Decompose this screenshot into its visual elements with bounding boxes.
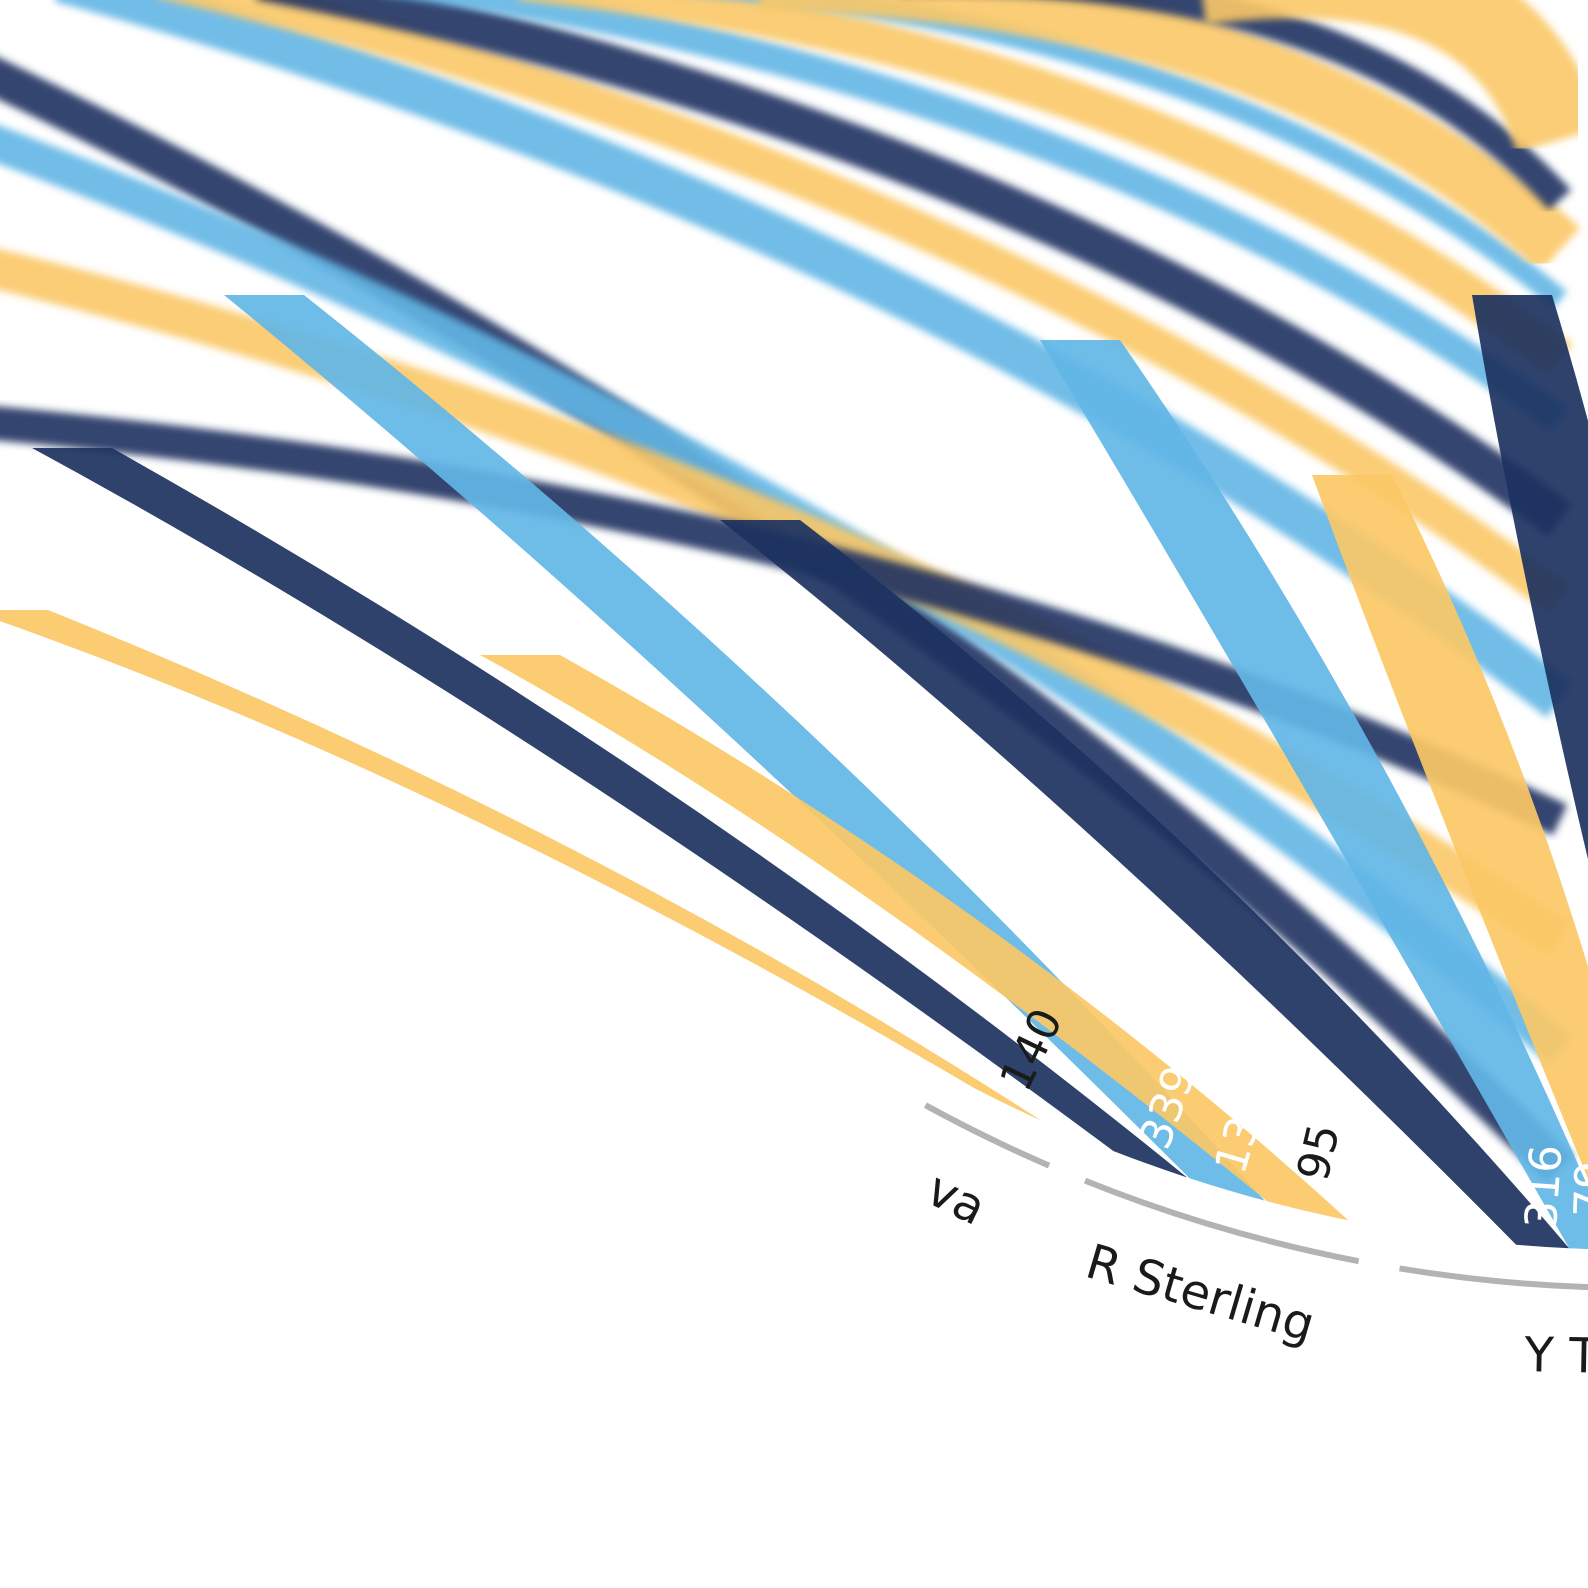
value-label: 95 <box>1288 1119 1350 1185</box>
background-ribbon <box>740 0 1567 309</box>
background-ribbon <box>258 0 1572 537</box>
group-arc <box>1399 1265 1588 1291</box>
chord-ribbon <box>1472 295 1588 860</box>
player-label: Y Touré <box>1523 1327 1588 1386</box>
value-label: 316 <box>1516 1143 1573 1230</box>
player-label: R Sterling <box>1080 1234 1321 1354</box>
group-arc <box>923 1102 1051 1169</box>
background-ribbon <box>1062 0 1572 211</box>
background-ribbon <box>759 0 1581 273</box>
value-label: 79 <box>1565 1160 1588 1218</box>
chord-ribbon <box>1040 340 1588 1250</box>
foreground-ribbons <box>0 295 1588 1250</box>
group-arc <box>1083 1177 1360 1265</box>
chord-ribbon <box>480 655 1349 1221</box>
chord-ribbon <box>1312 475 1588 1179</box>
player-label: va <box>918 1161 995 1237</box>
background-ribbon <box>1202 0 1588 154</box>
chord-ribbon <box>32 448 1188 1178</box>
background-ribbon <box>518 0 1573 376</box>
background-ribbon <box>413 0 1569 433</box>
group-arcs <box>923 1102 1588 1291</box>
background-ribbons <box>0 0 1588 1184</box>
value-labels: 1403391319531679492369546 <box>990 1001 1588 1230</box>
chord-ribbon <box>720 520 1570 1249</box>
